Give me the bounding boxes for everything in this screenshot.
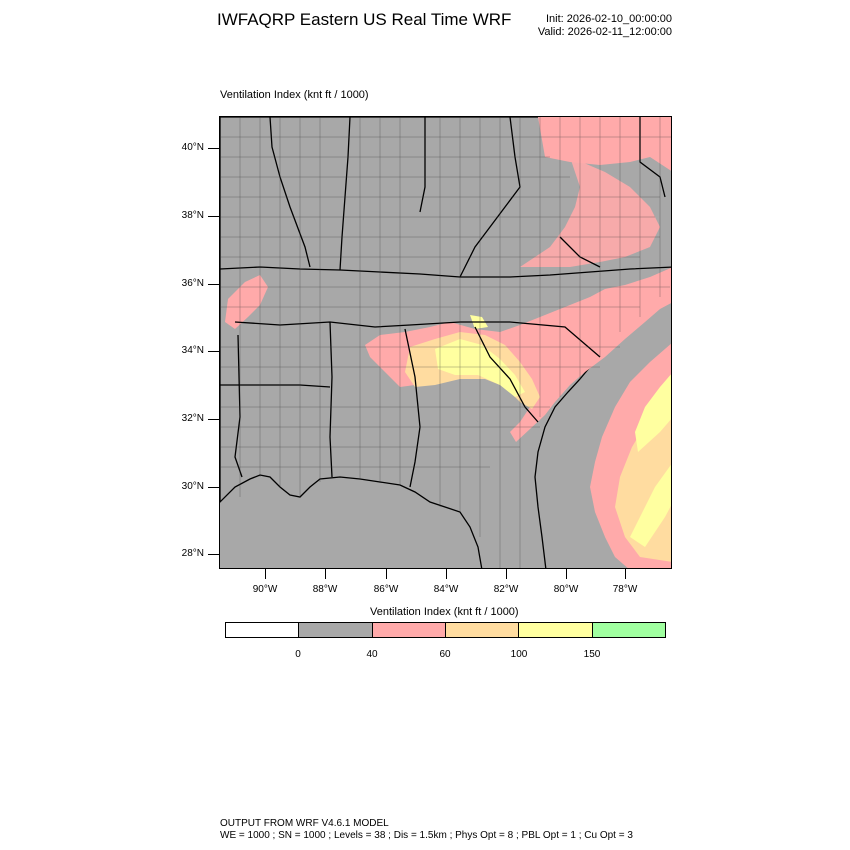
lat-label-34n: 34°N xyxy=(181,345,204,356)
lon-label-86w: 86°W xyxy=(373,584,399,595)
lon-tick xyxy=(446,569,447,579)
county-lines xyxy=(220,117,671,568)
lat-tick xyxy=(208,419,219,420)
band-100-150 xyxy=(435,315,671,547)
lon-tick xyxy=(566,569,567,579)
band-40-60-virginia xyxy=(520,157,660,267)
lat-label-36n: 36°N xyxy=(181,278,204,289)
colorbar-label: 40 xyxy=(366,649,378,660)
run-times: Init: 2026-02-10_00:00:00 Valid: 2026-02… xyxy=(538,13,672,39)
colorbar-segment xyxy=(372,623,446,637)
lat-tick xyxy=(208,554,219,555)
band-40-60-carolinas xyxy=(365,267,671,442)
lon-tick xyxy=(506,569,507,579)
lon-label-88w: 88°W xyxy=(312,584,338,595)
colorbar-label: 100 xyxy=(510,649,528,660)
lat-tick xyxy=(208,216,219,217)
footer-config-line: WE = 1000 ; SN = 1000 ; Levels = 38 ; Di… xyxy=(220,830,633,841)
colorbar-segment xyxy=(445,623,520,637)
lat-tick xyxy=(208,284,219,285)
map-panel xyxy=(219,116,672,569)
lat-tick xyxy=(208,351,219,352)
lat-label-28n: 28°N xyxy=(181,548,204,559)
colorbar xyxy=(225,622,666,638)
colorbar-label: 0 xyxy=(295,649,301,660)
band-40-60-penn xyxy=(538,117,671,171)
colorbar-segment xyxy=(226,623,300,637)
lon-label-78w: 78°W xyxy=(612,584,638,595)
lon-label-82w: 82°W xyxy=(493,584,519,595)
band-40-60-arkansas xyxy=(225,275,268,329)
colorbar-title: Ventilation Index (knt ft / 1000) xyxy=(370,606,519,618)
colorbar-label: 60 xyxy=(439,649,451,660)
lon-tick xyxy=(265,569,266,579)
lat-tick xyxy=(208,487,219,488)
lon-tick xyxy=(325,569,326,579)
lon-label-84w: 84°W xyxy=(433,584,459,595)
lat-tick xyxy=(208,148,219,149)
colorbar-segment xyxy=(299,623,373,637)
lat-label-30n: 30°N xyxy=(181,481,204,492)
lon-tick xyxy=(386,569,387,579)
chart-title: IWFAQRP Eastern US Real Time WRF xyxy=(217,10,512,29)
colorbar-segment xyxy=(519,623,593,637)
lon-label-80w: 80°W xyxy=(553,584,579,595)
lat-label-38n: 38°N xyxy=(181,210,204,221)
footer-model-line: OUTPUT FROM WRF V4.6.1 MODEL xyxy=(220,818,389,829)
init-time: Init: 2026-02-10_00:00:00 xyxy=(546,13,672,25)
valid-time: Valid: 2026-02-11_12:00:00 xyxy=(537,26,672,38)
lon-label-90w: 90°W xyxy=(252,584,278,595)
lat-label-40n: 40°N xyxy=(181,142,204,153)
lat-label-32n: 32°N xyxy=(181,413,204,424)
lon-tick xyxy=(625,569,626,579)
map-svg xyxy=(220,117,671,568)
colorbar-label: 150 xyxy=(583,649,601,660)
colorbar-segment xyxy=(592,623,665,637)
field-subtitle: Ventilation Index (knt ft / 1000) xyxy=(220,89,369,101)
